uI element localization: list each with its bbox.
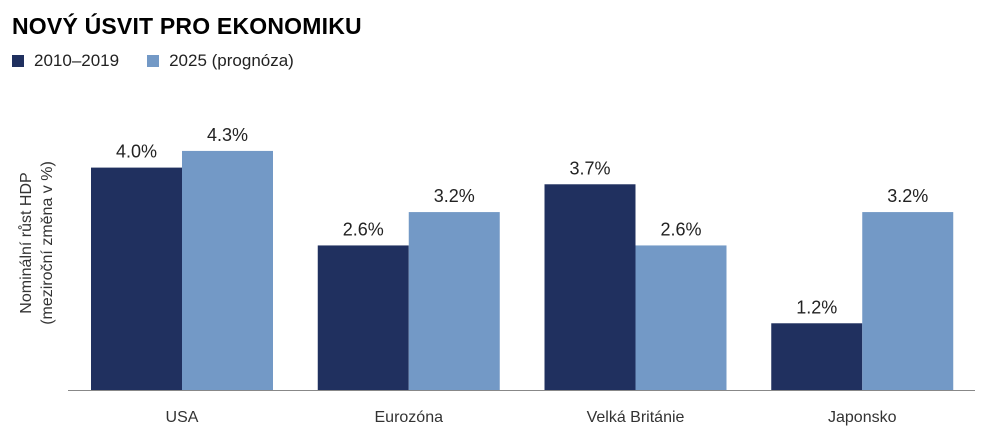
data-label-series-2-0: 4.3% (207, 125, 248, 145)
data-label-series-1-1: 2.6% (343, 219, 384, 239)
data-label-series-2-3: 3.2% (887, 186, 928, 206)
data-label-series-1-3: 1.2% (796, 297, 837, 317)
legend-label-series-1: 2010–2019 (34, 51, 120, 70)
bar-series-2-3 (862, 212, 954, 390)
legend-swatch-series-2 (147, 55, 160, 67)
x-tick-label-3: Japonsko (828, 409, 897, 426)
bar-series-2-1 (408, 212, 500, 390)
data-label-series-2-1: 3.2% (434, 186, 475, 206)
data-label-series-1-2: 3.7% (569, 158, 610, 178)
bar-series-1-1 (317, 245, 409, 390)
data-label-series-1-0: 4.0% (116, 142, 157, 162)
bar-series-1-2 (544, 184, 636, 390)
bar-series-2-0 (182, 150, 273, 390)
legend-swatch-series-1 (12, 55, 24, 67)
data-label-series-2-2: 2.6% (660, 219, 701, 239)
legend-item-series-1: 2010–2019 (12, 51, 119, 71)
legend: 2010–2019 2025 (prognóza) (12, 51, 322, 71)
x-tick-label-2: Velká Británie (587, 409, 685, 426)
x-tick-label-0: USA (166, 409, 199, 426)
chart-title: NOVÝ ÚSVIT PRO EKONOMIKU (12, 13, 362, 39)
bar-series-1-3 (771, 323, 863, 390)
bar-series-1-0 (91, 167, 182, 390)
legend-item-series-2: 2025 (prognóza) (147, 51, 294, 71)
x-tick-label-1: Eurozóna (375, 409, 444, 426)
legend-label-series-2: 2025 (prognóza) (169, 51, 294, 70)
bar-series-2-2 (635, 245, 727, 390)
